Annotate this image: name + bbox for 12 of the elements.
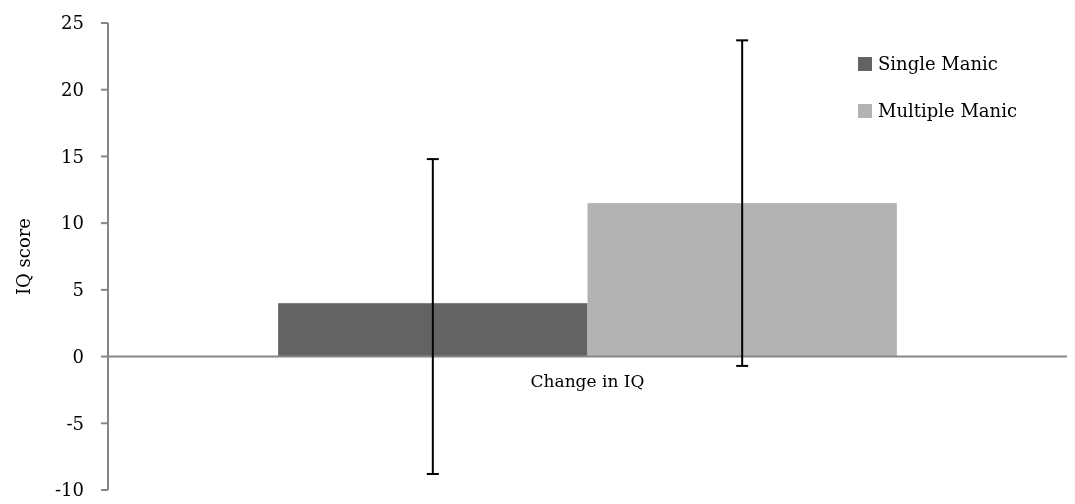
y-axis-title: IQ score <box>13 217 34 296</box>
legend-label: Single Manic <box>878 53 998 75</box>
legend-label: Multiple Manic <box>878 100 1018 122</box>
y-tick-label: 5 <box>72 279 84 301</box>
y-tick-label: -10 <box>55 479 84 501</box>
x-tick-label: Change in IQ <box>530 370 645 391</box>
y-tick-label: 20 <box>61 79 84 101</box>
y-tick-label: 0 <box>72 345 84 367</box>
y-tick-label: 15 <box>61 145 84 167</box>
y-tick-label: 25 <box>61 12 84 34</box>
y-tick-label: 10 <box>61 212 84 234</box>
y-tick-label: -5 <box>66 412 84 434</box>
